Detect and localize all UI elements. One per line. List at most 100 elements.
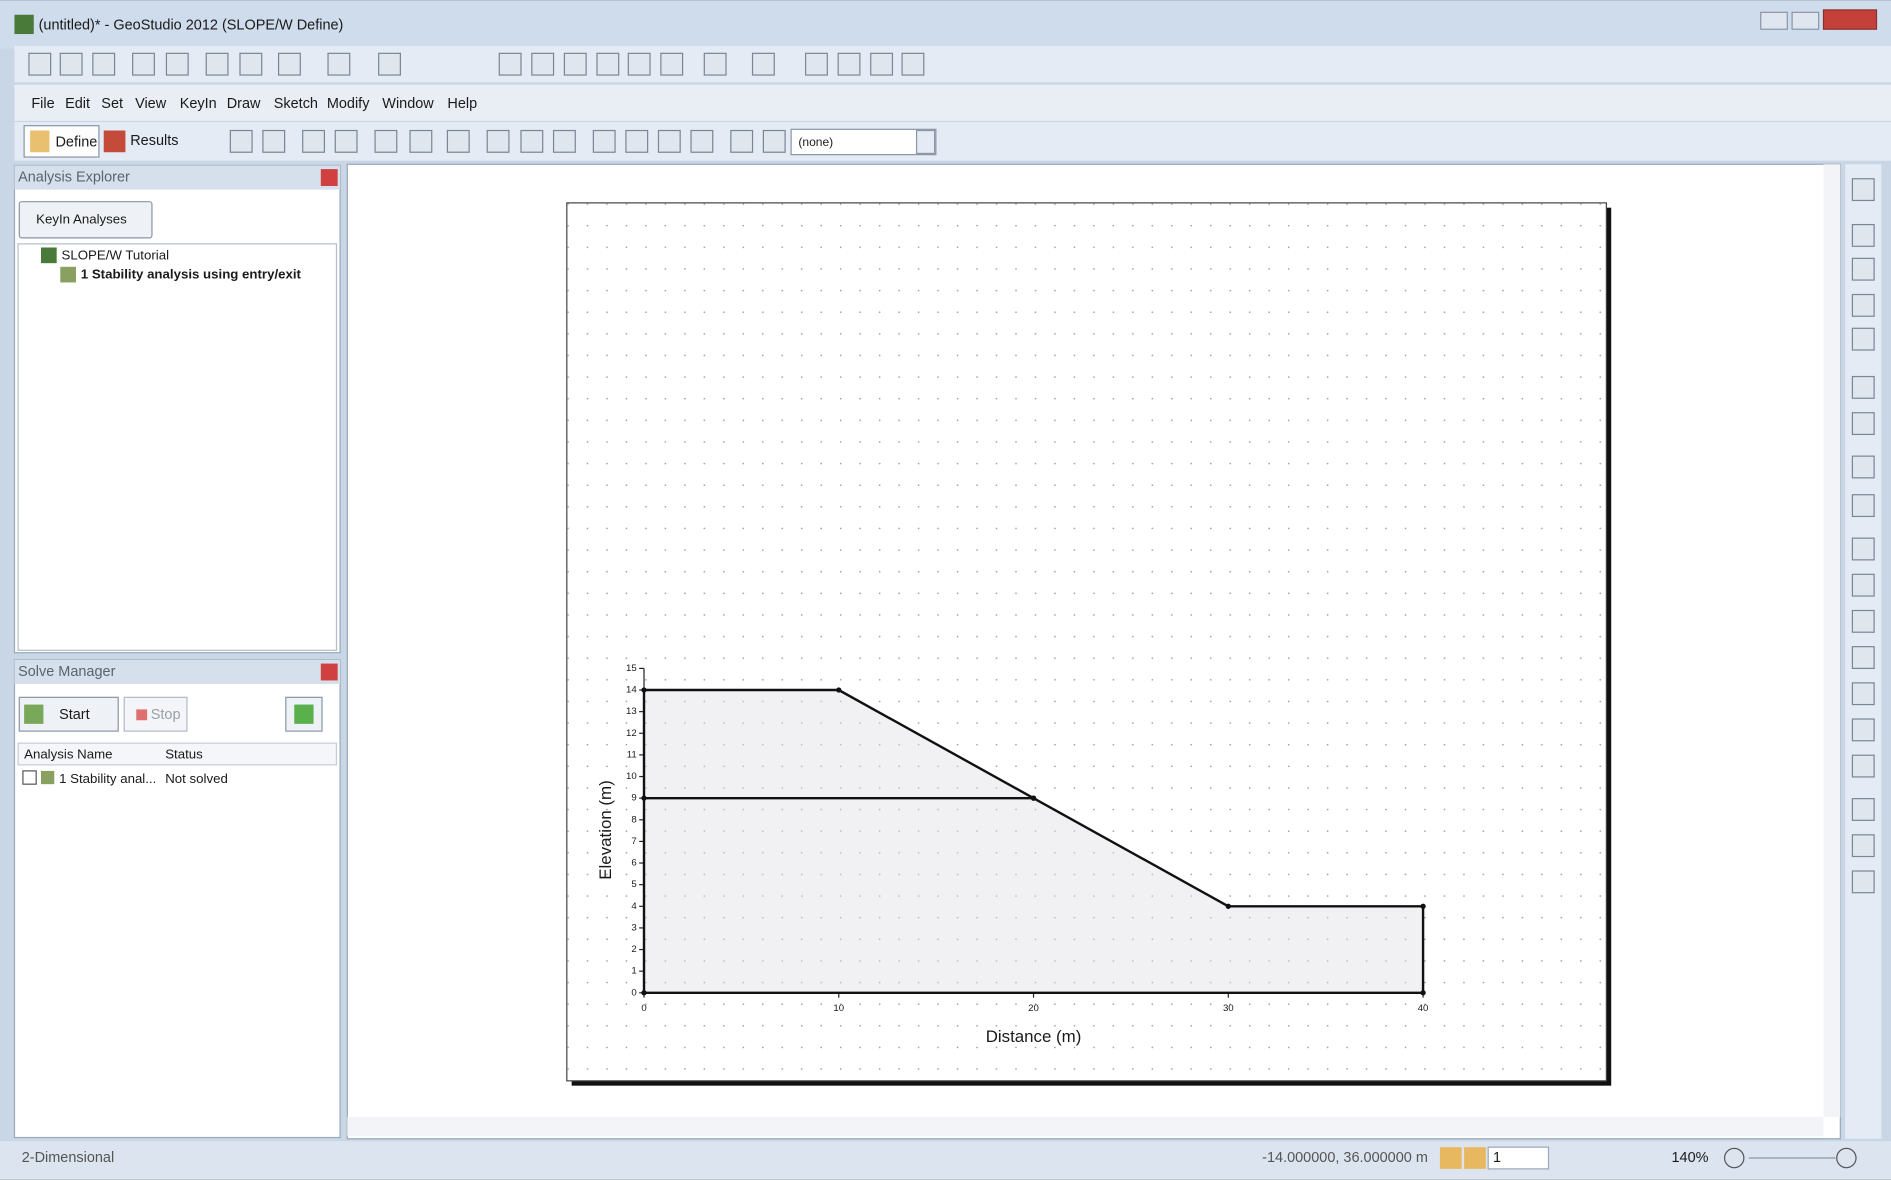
tool-icon[interactable] [901, 52, 925, 76]
tool-icon[interactable] [132, 52, 155, 76]
tool-icon[interactable] [596, 52, 620, 76]
tool-icon[interactable] [1851, 798, 1875, 821]
menu-item[interactable]: Edit [65, 96, 90, 112]
x-tick-label: 0 [641, 1003, 646, 1014]
tool-icon[interactable] [229, 129, 253, 153]
tool-icon[interactable] [552, 129, 576, 153]
tool-icon[interactable] [625, 129, 649, 153]
tool-icon[interactable] [486, 129, 510, 153]
tool-icon[interactable] [1851, 682, 1875, 706]
tool-icon[interactable] [870, 52, 894, 76]
v-scrollbar[interactable] [1823, 164, 1841, 1118]
menu-item[interactable]: Set [101, 96, 123, 112]
tool-icon[interactable] [1851, 375, 1875, 399]
tool-icon[interactable] [165, 52, 189, 76]
tool-icon[interactable] [239, 52, 263, 76]
tool-icon[interactable] [327, 52, 351, 76]
menu-item[interactable]: File [31, 96, 54, 112]
tool-icon[interactable] [690, 129, 714, 153]
keyin-label: KeyIn Analyses [36, 211, 127, 226]
tool-icon[interactable] [1851, 754, 1875, 778]
maximize[interactable] [1791, 11, 1820, 30]
tool-icon[interactable] [837, 52, 861, 76]
tool-icon[interactable] [657, 129, 681, 153]
tree-analysis[interactable]: 1 Stability analysis using entry/exit [81, 267, 302, 282]
tool-icon[interactable] [378, 52, 401, 76]
tool-icon[interactable] [1851, 494, 1875, 518]
x-tick-label: 30 [1223, 1003, 1234, 1014]
tool-icon[interactable] [1851, 718, 1875, 742]
tool-icon[interactable] [563, 52, 587, 76]
tool-icon[interactable] [531, 52, 555, 76]
y-tick-label: 13 [626, 706, 637, 717]
panel-close[interactable] [320, 169, 338, 186]
h-scrollbar[interactable] [347, 1117, 1824, 1137]
tool-icon[interactable] [592, 129, 616, 153]
tool-icon[interactable] [446, 129, 470, 153]
stop-button[interactable] [123, 696, 188, 732]
menu-item[interactable]: Help [447, 96, 477, 112]
panel-header [14, 165, 341, 190]
tool-icon[interactable] [1851, 870, 1875, 894]
zoom-in[interactable] [1836, 1147, 1857, 1169]
tool-icon[interactable] [1851, 455, 1875, 479]
tool-icon[interactable] [1851, 293, 1875, 317]
tool-icon[interactable] [1851, 573, 1875, 597]
tool-icon[interactable] [805, 52, 828, 76]
checkbox[interactable] [22, 770, 37, 785]
tool-icon[interactable] [520, 129, 544, 153]
keyin-button[interactable] [18, 201, 153, 239]
menu-item[interactable]: Draw [227, 96, 261, 112]
y-tick-label: 5 [631, 879, 636, 890]
tool-icon[interactable] [1851, 257, 1875, 281]
tool-icon[interactable] [1851, 327, 1875, 351]
tool-icon[interactable] [1851, 646, 1875, 669]
y-tick-label: 11 [627, 749, 637, 760]
menu-item[interactable]: Sketch [274, 96, 318, 112]
grid-icon[interactable] [1464, 1147, 1486, 1169]
tool-icon[interactable] [1851, 609, 1875, 633]
combo-arrow[interactable] [915, 129, 936, 155]
tool-icon[interactable] [59, 52, 83, 76]
minimize[interactable] [1760, 11, 1788, 30]
status-coordinates: -14.000000, 36.000000 m [1262, 1150, 1428, 1166]
tool-icon[interactable] [751, 52, 775, 76]
tool-icon[interactable] [409, 129, 433, 153]
tree-project[interactable]: SLOPE/W Tutorial [62, 247, 170, 262]
tool-icon[interactable] [703, 52, 727, 76]
combo[interactable] [790, 128, 937, 156]
tool-icon[interactable] [1851, 834, 1875, 858]
tool-icon[interactable] [374, 129, 398, 153]
tool-icon[interactable] [498, 52, 522, 76]
vertex [641, 687, 647, 693]
tool-icon[interactable] [1851, 223, 1875, 247]
refresh-icon [294, 704, 314, 724]
spin-box[interactable] [1487, 1146, 1550, 1170]
tool-icon[interactable] [277, 52, 301, 76]
tool-icon[interactable] [92, 52, 116, 76]
row-name: 1 Stability anal... [59, 771, 156, 786]
menu-item[interactable]: Modify [327, 96, 370, 112]
close[interactable] [1822, 9, 1878, 30]
panel-close[interactable] [320, 663, 338, 681]
tool-icon[interactable] [205, 52, 229, 76]
tool-icon[interactable] [262, 129, 286, 153]
tool-icon[interactable] [1851, 412, 1875, 436]
menu-item[interactable]: View [135, 96, 167, 112]
snap-icon[interactable] [1439, 1147, 1462, 1169]
results-icon [103, 130, 126, 153]
tool-icon[interactable] [627, 52, 651, 76]
tool-icon[interactable] [1851, 537, 1875, 561]
tool-icon[interactable] [28, 52, 52, 76]
zoom-out[interactable] [1723, 1147, 1745, 1169]
tool-icon[interactable] [762, 129, 786, 153]
tool-icon[interactable] [1851, 178, 1875, 202]
tool-icon[interactable] [660, 52, 684, 76]
tool-icon[interactable] [302, 129, 326, 153]
menu-item[interactable]: KeyIn [180, 96, 217, 112]
menu-item[interactable]: Window [382, 96, 434, 112]
tool-icon[interactable] [334, 129, 358, 153]
tool-icon[interactable] [730, 129, 754, 153]
refresh-button[interactable] [285, 696, 323, 732]
